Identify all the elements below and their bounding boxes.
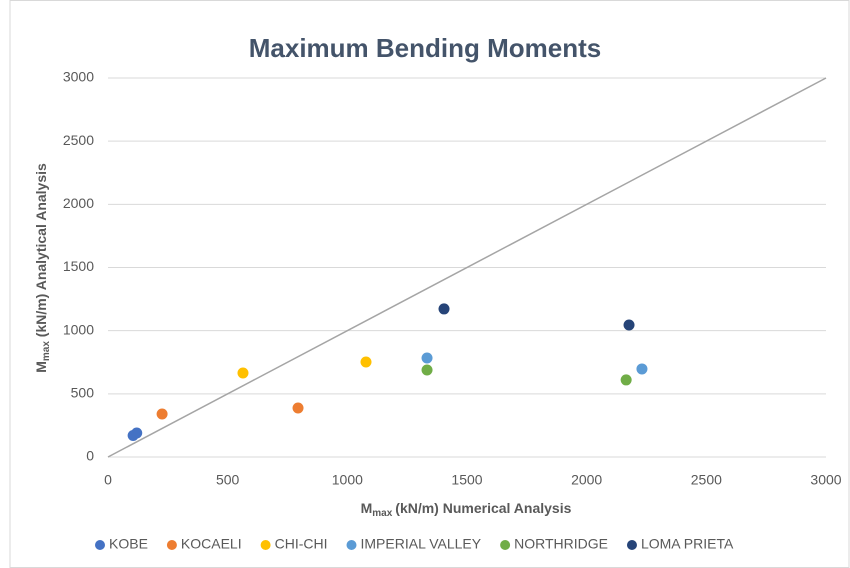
legend-label: LOMA PRIETA [641, 536, 734, 552]
x-label-sub: max [372, 508, 392, 519]
chart-title: Maximum Bending Moments [249, 33, 601, 63]
y-label-sub: max [41, 341, 52, 361]
y-axis-label: Mmax (kN/m) Analytical Analysis [33, 163, 52, 373]
y-tick-label: 500 [71, 385, 95, 401]
x-tick-label: 2500 [691, 472, 722, 488]
y-tick-label: 3000 [63, 69, 94, 85]
point [292, 402, 304, 414]
legend-marker [260, 540, 271, 550]
legend-label: KOBE [109, 536, 148, 552]
y-label-rest: (kN/m) Analytical Analysis [33, 163, 49, 341]
x-axis-label: Mmax (kN/m) Numerical Analysis [361, 500, 572, 519]
legend-marker [346, 540, 357, 550]
legend-marker [626, 540, 637, 550]
legend-marker [166, 540, 177, 550]
point [421, 364, 433, 376]
point [237, 367, 249, 379]
x-tick-label: 0 [104, 472, 112, 488]
legend-label: CHI-CHI [275, 536, 328, 552]
chart-frame [9, 0, 850, 568]
x-tick-label: 1500 [451, 472, 482, 488]
x-label-rest: (kN/m) Numerical Analysis [395, 500, 571, 516]
x-tick-label: 3000 [810, 472, 841, 488]
point [636, 363, 648, 375]
point [620, 374, 632, 386]
point [360, 356, 372, 368]
y-tick-label: 1500 [63, 258, 94, 274]
x-tick-label: 1000 [332, 472, 363, 488]
point [623, 319, 635, 331]
legend-marker [500, 540, 511, 550]
point [421, 352, 433, 364]
x-tick-label: 2000 [571, 472, 602, 488]
point [131, 427, 143, 439]
y-tick-label: 2000 [63, 195, 94, 211]
legend-label: KOCAELI [181, 536, 242, 552]
y-tick-label: 2500 [63, 132, 94, 148]
reference-line [107, 77, 827, 458]
point [438, 303, 450, 315]
y-tick-label: 0 [86, 448, 94, 464]
legend-marker [95, 540, 105, 550]
x-tick-label: 500 [216, 472, 240, 488]
y-label-main: M [33, 361, 49, 373]
point [156, 408, 168, 420]
x-label-main: M [361, 500, 373, 516]
legend-label: NORTHRIDGE [514, 536, 608, 552]
legend-label: IMPERIAL VALLEY [361, 536, 482, 552]
y-tick-label: 1000 [63, 321, 94, 337]
